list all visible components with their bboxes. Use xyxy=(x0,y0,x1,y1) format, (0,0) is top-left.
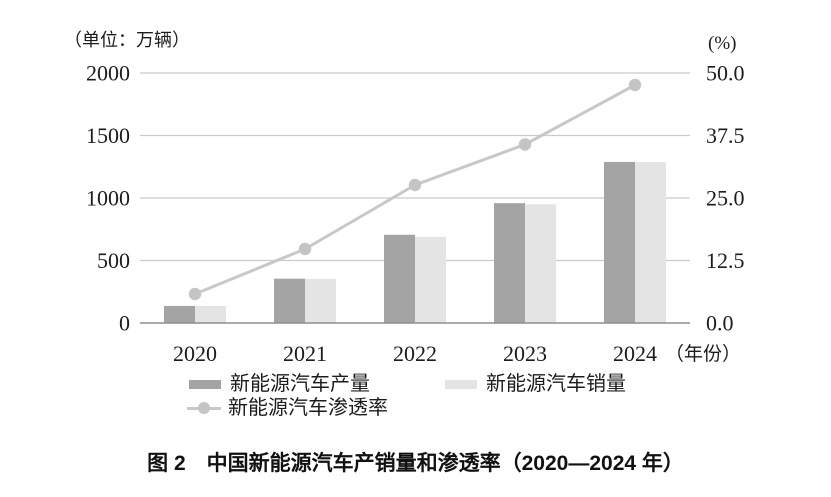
penetration-marker-2021 xyxy=(298,242,312,256)
bar-sales-2021 xyxy=(305,278,336,323)
x-axis-suffix-label: （年份） xyxy=(665,343,741,365)
nev-combo-chart: （单位：万辆） (%) 0 500 1000 1500 2000 0.0 12.5 25.0 3… xyxy=(64,30,745,367)
bar-production-2023 xyxy=(494,203,525,323)
legend-label-penetration: 新能源汽车渗透率 xyxy=(228,397,388,419)
bar-series xyxy=(164,161,666,323)
penetration-line-series xyxy=(188,78,642,301)
right-tick-12.5: 12.5 xyxy=(706,248,745,273)
marker-dot-glyph xyxy=(198,402,210,414)
bar-sales-2024 xyxy=(635,162,666,323)
legend-item-production: 新能源汽车产量 xyxy=(189,374,370,394)
x-label-2022: 2022 xyxy=(393,341,437,366)
right-tick-25.0: 25.0 xyxy=(706,186,745,211)
left-tick-500: 500 xyxy=(97,248,130,273)
right-axis-unit-label: (%) xyxy=(708,33,736,54)
bar-production-2020 xyxy=(164,305,195,323)
bar-sales-2023 xyxy=(525,204,556,323)
x-label-2021: 2021 xyxy=(283,341,327,366)
right-tick-0.0: 0.0 xyxy=(706,311,734,336)
right-tick-50.0: 50.0 xyxy=(706,61,745,86)
figure-caption: 图 2 中国新能源汽车产销量和渗透率（2020—2024 年） xyxy=(147,452,684,475)
left-axis-unit-label: （单位：万辆） xyxy=(64,30,190,50)
penetration-marker-2024 xyxy=(628,78,642,92)
sales-bar-swatch-icon xyxy=(445,379,477,389)
x-label-2023: 2023 xyxy=(503,341,547,366)
legend-label-production: 新能源汽车产量 xyxy=(230,373,370,395)
bar-production-2022 xyxy=(384,234,415,323)
legend-item-sales: 新能源汽车销量 xyxy=(445,374,626,394)
left-tick-0: 0 xyxy=(119,311,130,336)
penetration-marker-2023 xyxy=(518,138,532,151)
x-label-2020: 2020 xyxy=(173,341,217,366)
left-tick-2000: 2000 xyxy=(86,61,130,86)
penetration-marker-2022 xyxy=(408,178,422,192)
left-tick-1500: 1500 xyxy=(86,123,130,148)
penetration-marker-2020 xyxy=(188,287,202,301)
bar-production-2021 xyxy=(274,278,305,323)
legend-item-penetration: 新能源汽车渗透率 xyxy=(187,398,388,418)
bar-production-2024 xyxy=(604,161,635,323)
legend-label-sales: 新能源汽车销量 xyxy=(486,373,626,395)
bar-sales-2020 xyxy=(195,305,226,323)
left-tick-1000: 1000 xyxy=(86,186,130,211)
x-label-2024: 2024 xyxy=(613,341,657,366)
penetration-line-swatch-icon xyxy=(187,401,221,415)
right-tick-37.5: 37.5 xyxy=(706,123,745,148)
bar-sales-2022 xyxy=(415,236,446,323)
axis-tick-labels: 0 500 1000 1500 2000 0.0 12.5 25.0 37.5 50.0 2020 2… xyxy=(86,61,745,367)
production-bar-swatch-icon xyxy=(189,379,221,389)
